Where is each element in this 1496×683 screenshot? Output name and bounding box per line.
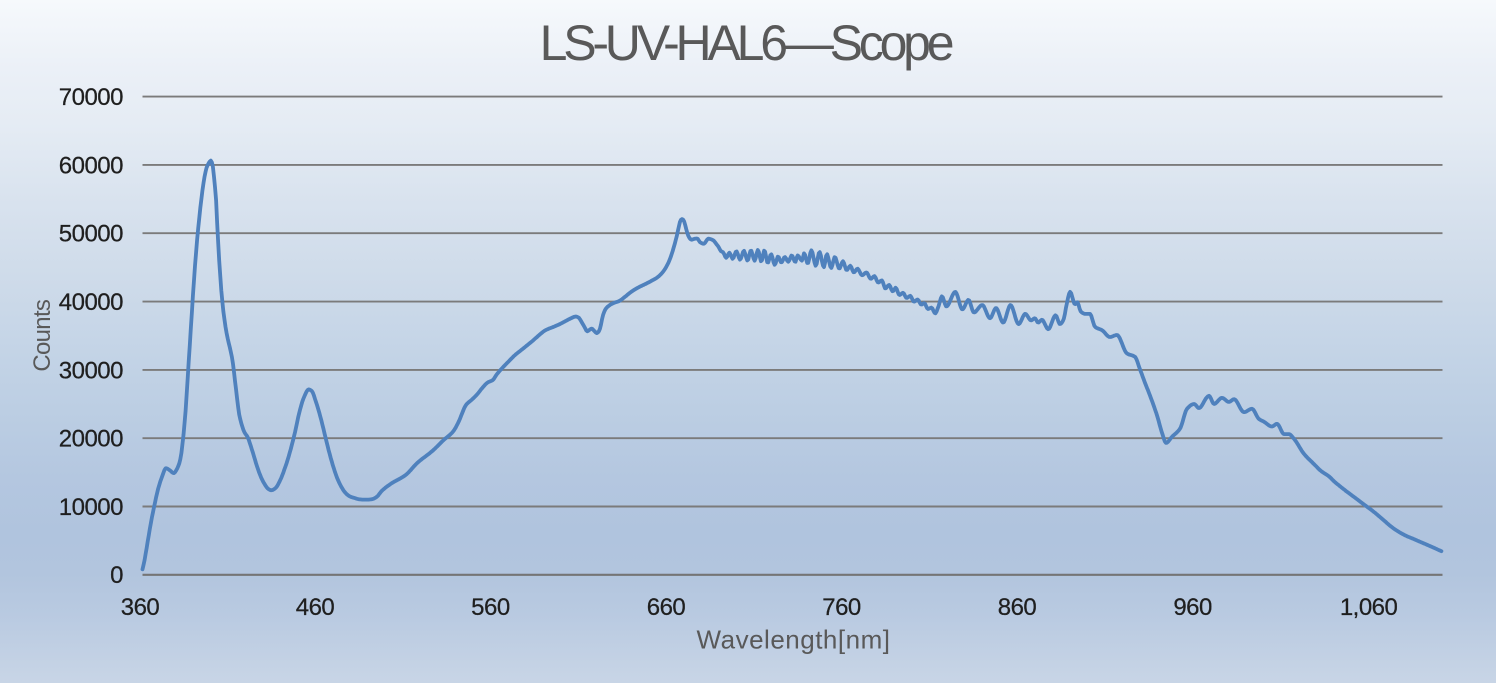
svg-text:Wavelength[nm]: Wavelength[nm] bbox=[697, 625, 891, 655]
svg-text:Counts: Counts bbox=[29, 299, 56, 372]
svg-text:460: 460 bbox=[296, 594, 335, 621]
svg-text:10000: 10000 bbox=[59, 494, 123, 521]
svg-text:0: 0 bbox=[110, 562, 123, 589]
svg-text:560: 560 bbox=[471, 594, 510, 621]
svg-text:360: 360 bbox=[121, 594, 160, 621]
svg-text:70000: 70000 bbox=[59, 84, 123, 111]
svg-text:50000: 50000 bbox=[59, 221, 123, 248]
svg-text:30000: 30000 bbox=[59, 357, 123, 384]
svg-text:960: 960 bbox=[1173, 594, 1212, 621]
svg-text:860: 860 bbox=[998, 594, 1037, 621]
svg-text:LS-UV-HAL6—Scope: LS-UV-HAL6—Scope bbox=[540, 15, 953, 71]
svg-text:20000: 20000 bbox=[59, 426, 123, 453]
svg-text:40000: 40000 bbox=[59, 289, 123, 316]
svg-text:60000: 60000 bbox=[59, 152, 123, 179]
svg-text:660: 660 bbox=[647, 594, 686, 621]
svg-text:760: 760 bbox=[822, 594, 861, 621]
svg-text:1,060: 1,060 bbox=[1340, 594, 1398, 621]
